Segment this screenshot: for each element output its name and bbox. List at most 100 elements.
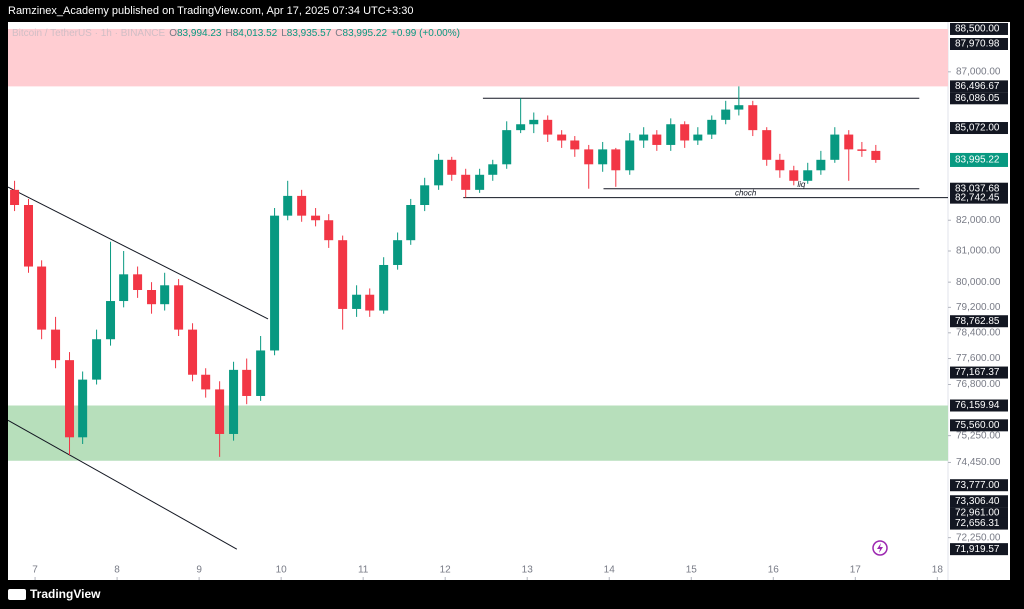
candle-body <box>406 204 416 241</box>
price-label-box <box>950 495 1008 508</box>
price-label: 86,086.05 <box>955 93 1000 104</box>
candle-body <box>106 301 116 340</box>
candle-body <box>803 170 813 181</box>
candle-body <box>65 360 75 438</box>
candle-body <box>584 149 594 165</box>
price-label: 82,742.45 <box>955 192 1000 203</box>
candle-body <box>352 294 362 309</box>
candle-body <box>734 105 744 110</box>
candle-body <box>297 195 307 216</box>
price-label-box <box>950 80 1008 93</box>
price-label: 87,970.98 <box>955 39 1000 50</box>
candle-body <box>393 240 403 265</box>
price-label-box <box>950 517 1008 530</box>
price-label-box <box>950 543 1008 556</box>
ohlc-value: 83,935.57 <box>287 28 332 39</box>
symbol: Bitcoin / TetherUS · 1h · BINANCE <box>12 28 166 39</box>
logo-mark <box>8 589 26 600</box>
price-label: 72,961.00 <box>955 508 1000 519</box>
candle-body <box>256 350 266 396</box>
change: +0.99 (+0.00%) <box>391 28 460 39</box>
price-label-box <box>950 399 1008 412</box>
candle-body <box>789 170 799 181</box>
x-tick-label: 12 <box>440 565 452 576</box>
candle-body <box>324 220 334 241</box>
candle-body <box>283 195 293 216</box>
y-tick-label: 78,400.00 <box>956 327 1001 338</box>
trendline <box>7 186 269 320</box>
price-label: 72,656.31 <box>955 518 1000 529</box>
candle-body <box>24 204 34 267</box>
zone <box>8 28 948 87</box>
x-tick-label: 18 <box>932 565 944 576</box>
candle-body <box>529 119 539 125</box>
candle-body <box>775 159 785 171</box>
candle-body <box>652 134 662 145</box>
x-tick-label: 11 <box>358 565 369 576</box>
last-price-label: 83,995.22 <box>955 155 1000 166</box>
candles <box>10 86 881 457</box>
candle-body <box>147 290 157 305</box>
candle-body <box>201 374 211 390</box>
candle-body <box>693 134 703 141</box>
candle-body <box>51 329 61 361</box>
price-label: 77,167.37 <box>955 367 1000 378</box>
candle-body <box>707 119 717 135</box>
x-tick-label: 16 <box>768 565 780 576</box>
x-tick-label: 13 <box>522 565 534 576</box>
price-label: 83,037.68 <box>955 183 1000 194</box>
candle-body <box>92 339 102 380</box>
candle-body <box>748 105 758 131</box>
trendline <box>7 419 238 550</box>
brand: TradingView <box>30 587 101 601</box>
price-label-box <box>950 507 1008 520</box>
candle-body <box>447 159 457 175</box>
candle-body <box>871 150 881 160</box>
level-label: liq <box>797 180 806 189</box>
x-tick-label: 8 <box>114 565 120 576</box>
y-tick-label: 87,000.00 <box>956 66 1001 77</box>
alert-bolt[interactable] <box>877 543 883 553</box>
candle-body <box>857 149 867 151</box>
alert-circle[interactable] <box>872 540 888 556</box>
y-tick-label: 82,000.00 <box>956 215 1001 226</box>
candle-body <box>338 240 348 309</box>
candle-body <box>502 130 512 165</box>
candle-body <box>133 274 143 291</box>
ohlc-legend: Bitcoin / TetherUS · 1h · BINANCE O83,994… <box>12 28 460 39</box>
chart-pane <box>8 22 1010 580</box>
level-label: choch <box>735 189 757 198</box>
price-label-box <box>950 122 1008 135</box>
ohlc-key: L <box>281 28 287 39</box>
candle-body <box>488 164 498 175</box>
candle-body <box>762 130 772 160</box>
x-tick-label: 10 <box>276 565 288 576</box>
y-tick-label: 76,800.00 <box>956 379 1001 390</box>
candle-body <box>311 215 321 221</box>
last-price-box <box>950 152 1008 167</box>
y-tick-label: 74,450.00 <box>956 457 1001 468</box>
x-tick-label: 9 <box>196 565 202 576</box>
candle-body <box>721 109 731 120</box>
y-tick-label: 75,250.00 <box>956 430 1001 441</box>
price-label: 73,306.40 <box>955 496 1000 507</box>
y-tick-label: 72,250.00 <box>956 532 1001 543</box>
candle-body <box>570 140 580 150</box>
price-label-box <box>950 479 1008 492</box>
candle-body <box>816 159 826 171</box>
candle-body <box>78 379 88 438</box>
price-label-box <box>950 37 1008 50</box>
ohlc-value: 84,013.52 <box>233 28 278 39</box>
price-label: 75,560.00 <box>955 420 1000 431</box>
price-label-box <box>950 191 1008 204</box>
candle-body <box>475 174 485 190</box>
y-tick-label: 80,000.00 <box>956 277 1001 288</box>
candle-body <box>680 124 690 141</box>
candle-body <box>434 159 444 186</box>
alert-icon[interactable] <box>872 540 888 556</box>
zone <box>8 405 948 461</box>
x-tick-label: 7 <box>32 565 38 576</box>
candle-body <box>666 124 676 145</box>
candle-body <box>625 140 635 171</box>
